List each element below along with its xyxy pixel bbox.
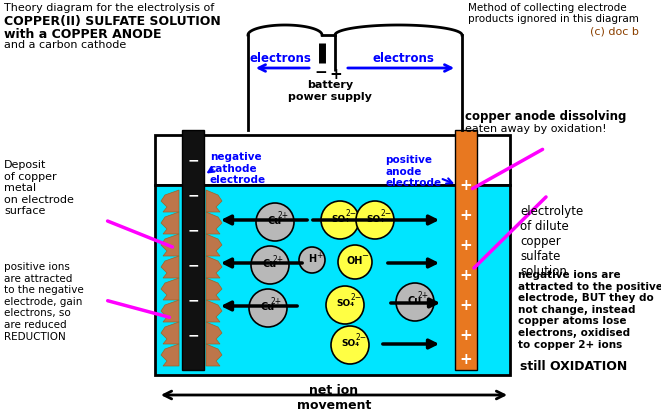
Text: Cu: Cu xyxy=(263,259,277,269)
Text: +: + xyxy=(330,67,342,82)
Text: positive ions
are attracted
to the negative
electrode, gain
electrons, so
are re: positive ions are attracted to the negat… xyxy=(4,262,84,341)
Text: −: − xyxy=(187,328,199,342)
Text: H: H xyxy=(308,254,316,264)
Text: −: − xyxy=(187,153,199,167)
Circle shape xyxy=(338,245,372,279)
Text: Method of collecting electrode: Method of collecting electrode xyxy=(468,3,627,13)
Polygon shape xyxy=(206,256,222,278)
Polygon shape xyxy=(206,190,222,212)
Text: −: − xyxy=(362,252,368,260)
Text: 2−: 2− xyxy=(356,333,367,342)
Text: net ion
movement: net ion movement xyxy=(297,384,371,412)
Polygon shape xyxy=(161,322,179,344)
Text: SO₄: SO₄ xyxy=(341,339,359,349)
Text: COPPER(II) SULFATE SOLUTION: COPPER(II) SULFATE SOLUTION xyxy=(4,15,221,28)
Text: electrolyte
of dilute
copper
sulfate
solution: electrolyte of dilute copper sulfate sol… xyxy=(520,205,583,278)
Polygon shape xyxy=(206,234,222,256)
Polygon shape xyxy=(206,344,222,366)
Polygon shape xyxy=(155,185,510,375)
Polygon shape xyxy=(206,322,222,344)
Text: 2−: 2− xyxy=(350,294,362,302)
Text: SO₄: SO₄ xyxy=(366,215,384,223)
Text: Cu: Cu xyxy=(408,296,422,306)
Text: −: − xyxy=(187,223,199,237)
Text: negative ions are
attracted to the positive
electrode, BUT they do
not change, i: negative ions are attracted to the posit… xyxy=(518,270,661,349)
Polygon shape xyxy=(206,212,222,234)
Text: +: + xyxy=(316,250,322,260)
Polygon shape xyxy=(161,190,179,212)
Text: −: − xyxy=(315,65,327,80)
Text: positive
anode
electrode: positive anode electrode xyxy=(385,155,441,188)
Circle shape xyxy=(251,246,289,284)
Text: Theory diagram for the electrolysis of: Theory diagram for the electrolysis of xyxy=(4,3,214,13)
Text: 2+: 2+ xyxy=(272,255,284,263)
Polygon shape xyxy=(161,234,179,256)
Text: Cu: Cu xyxy=(268,216,282,226)
Circle shape xyxy=(326,286,364,324)
Circle shape xyxy=(321,201,359,239)
Text: with a COPPER ANODE: with a COPPER ANODE xyxy=(4,28,161,41)
Polygon shape xyxy=(206,300,222,322)
Bar xyxy=(455,130,477,370)
Polygon shape xyxy=(161,256,179,278)
Text: +: + xyxy=(459,352,473,368)
Circle shape xyxy=(331,326,369,364)
Text: copper anode dissolving: copper anode dissolving xyxy=(465,110,627,123)
Circle shape xyxy=(299,247,325,273)
Text: 2+: 2+ xyxy=(418,291,428,300)
Text: Cu: Cu xyxy=(261,302,275,312)
Text: −: − xyxy=(187,258,199,272)
Circle shape xyxy=(356,201,394,239)
Text: 2+: 2+ xyxy=(278,212,289,220)
Text: 2−: 2− xyxy=(346,208,356,218)
Text: SO₄: SO₄ xyxy=(331,215,349,223)
Polygon shape xyxy=(155,135,510,185)
Text: 2−: 2− xyxy=(381,208,391,218)
Text: −: − xyxy=(187,188,199,202)
Text: +: + xyxy=(459,328,473,342)
Polygon shape xyxy=(206,278,222,300)
Text: +: + xyxy=(459,178,473,192)
Text: −: − xyxy=(187,293,199,307)
Text: negative
cathode
electrode: negative cathode electrode xyxy=(210,152,266,185)
Text: still OXIDATION: still OXIDATION xyxy=(520,360,627,373)
Text: 2+: 2+ xyxy=(270,297,282,307)
Polygon shape xyxy=(161,300,179,322)
Text: and a carbon cathode: and a carbon cathode xyxy=(4,40,126,50)
Circle shape xyxy=(249,289,287,327)
Circle shape xyxy=(396,283,434,321)
Text: battery
power supply: battery power supply xyxy=(288,80,372,102)
Text: (c) doc b: (c) doc b xyxy=(590,26,639,36)
Polygon shape xyxy=(161,344,179,366)
Text: +: + xyxy=(459,237,473,252)
Text: eaten away by oxidation!: eaten away by oxidation! xyxy=(465,124,607,134)
Text: electrons: electrons xyxy=(373,52,434,65)
Polygon shape xyxy=(161,212,179,234)
Text: electrons: electrons xyxy=(249,52,311,65)
Text: products ignored in this diagram: products ignored in this diagram xyxy=(468,14,639,24)
Text: SO₄: SO₄ xyxy=(336,299,354,309)
Text: Deposit
of copper
metal
on electrode
surface: Deposit of copper metal on electrode sur… xyxy=(4,160,74,216)
Text: OH: OH xyxy=(347,256,363,266)
Text: +: + xyxy=(459,268,473,283)
Bar xyxy=(182,130,204,370)
Circle shape xyxy=(256,203,294,241)
Polygon shape xyxy=(161,278,179,300)
Text: +: + xyxy=(459,207,473,223)
Text: +: + xyxy=(459,297,473,312)
